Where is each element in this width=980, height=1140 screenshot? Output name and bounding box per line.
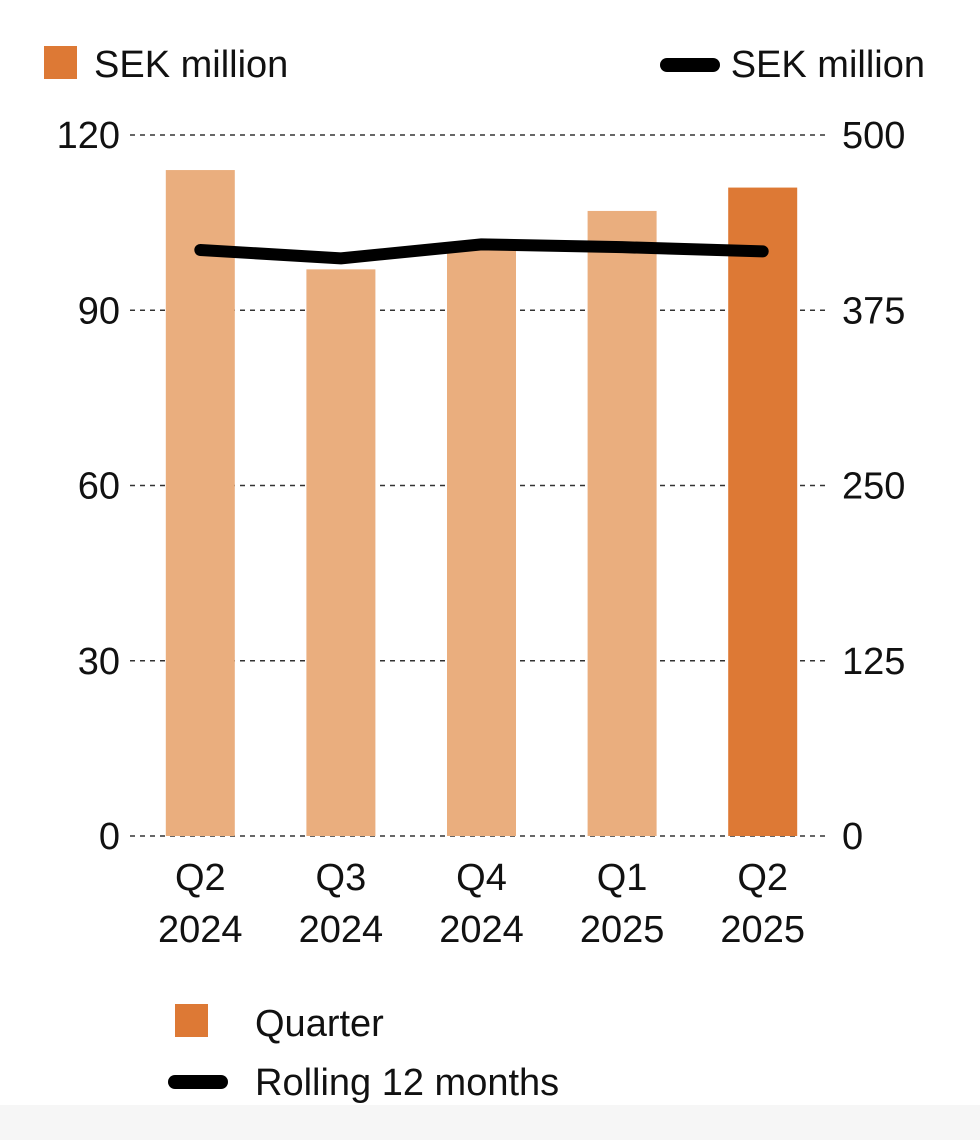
legend-quarter-swatch — [175, 1004, 208, 1037]
left-axis-unit-swatch — [44, 46, 77, 79]
category-label: Q3 2024 — [299, 857, 384, 951]
left-tick-label: 60 — [78, 466, 120, 508]
category-labels: Q2 2024 Q3 2024 Q4 2024 Q1 2025 Q2 2025 — [158, 857, 805, 951]
line-point — [762, 250, 764, 252]
category-label: Q2 2024 — [158, 857, 243, 951]
left-tick-label: 30 — [78, 641, 120, 683]
line-point — [199, 249, 201, 251]
right-tick-label: 375 — [842, 290, 905, 332]
line-point — [340, 257, 342, 259]
bar — [165, 170, 235, 837]
right-tick-label: 250 — [842, 466, 905, 508]
bar — [306, 269, 376, 836]
category-label: Q1 2025 — [580, 857, 665, 951]
legend-rolling-label: Rolling 12 months — [255, 1062, 559, 1104]
legend-quarter-label: Quarter — [255, 1003, 384, 1045]
bar-series-quarter — [165, 170, 798, 837]
right-axis-ticks: 0 125 250 375 500 — [842, 115, 905, 858]
left-axis-ticks: 0 30 60 90 120 — [57, 115, 120, 858]
footer-band — [0, 1105, 980, 1140]
category-label: Q4 2024 — [439, 857, 524, 951]
bar — [447, 245, 516, 836]
line-series-rolling-12-months — [194, 238, 769, 265]
right-tick-label: 125 — [842, 641, 905, 683]
line-point — [621, 246, 623, 248]
right-tick-label: 0 — [842, 816, 863, 858]
left-tick-label: 90 — [78, 290, 120, 332]
bar — [728, 187, 798, 836]
right-tick-label: 500 — [842, 115, 905, 157]
left-tick-label: 120 — [57, 115, 120, 157]
line-point — [481, 243, 482, 245]
bar — [587, 210, 657, 837]
left-axis-unit-label: SEK million — [94, 44, 288, 86]
right-axis-unit-label: SEK million — [731, 44, 925, 86]
left-tick-label: 0 — [99, 816, 120, 858]
category-label: Q2 2025 — [720, 857, 805, 951]
